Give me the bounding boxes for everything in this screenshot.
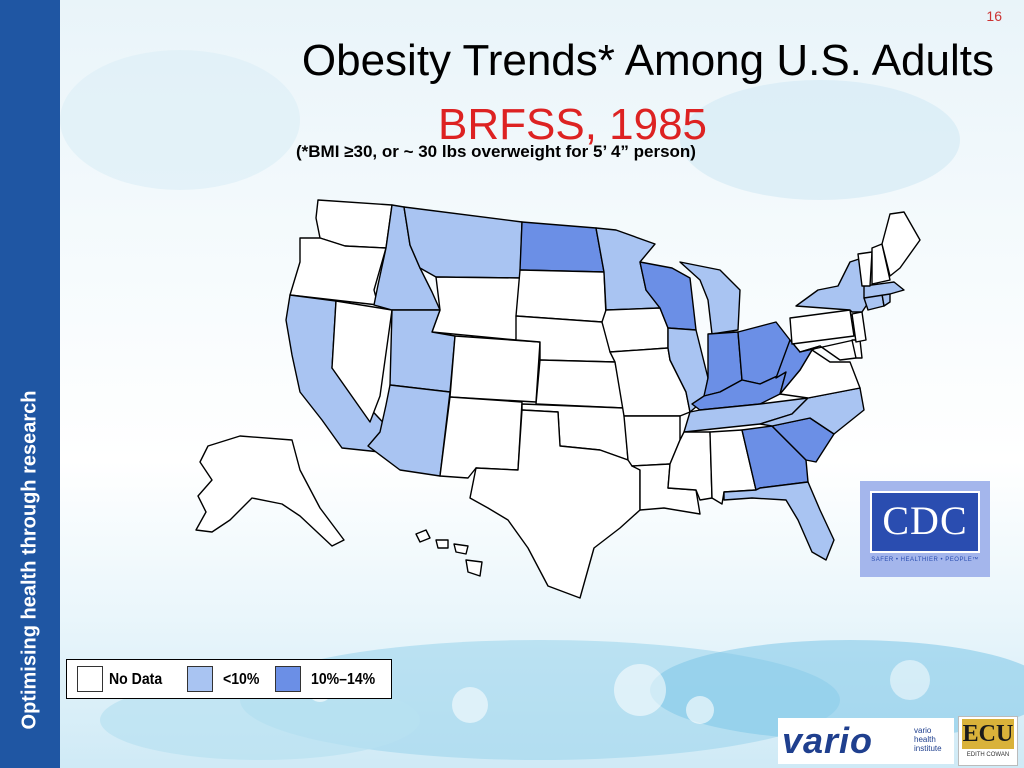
state-md [799, 339, 857, 361]
state-nd [519, 221, 605, 273]
state-pa [789, 309, 855, 345]
slide-title: Obesity Trends* Among U.S. Adults [301, 36, 994, 85]
state-nm [439, 396, 523, 479]
state-fl [723, 481, 835, 561]
legend-swatch [275, 666, 301, 692]
state-az [367, 384, 451, 477]
state-nj [851, 311, 867, 343]
state-ks [535, 359, 625, 409]
vario-logo: vario vario health institute [778, 718, 954, 764]
state-ia [601, 307, 669, 353]
state-sd [515, 269, 607, 323]
us-obesity-map [195, 199, 921, 599]
state-ma [863, 281, 905, 299]
slide-subtitle: BRFSS, 1985 [438, 100, 708, 149]
state-hi [415, 529, 483, 577]
state-mt [403, 206, 523, 279]
state-me [881, 211, 921, 277]
cdc-logo-text: CDC [882, 498, 968, 543]
ecu-logo: ECU EDITH COWAN [958, 716, 1018, 766]
cdc-logo: CDC SAFER • HEALTHIER • PEOPLE™ [860, 481, 990, 577]
map-legend: No Data <10% 10%–14% [66, 659, 392, 699]
state-co [449, 335, 541, 403]
state-ri [881, 293, 891, 307]
state-nv [331, 300, 393, 423]
sidebar: Optimising health through research [0, 0, 60, 768]
ecu-logo-subtext: EDITH COWAN [966, 752, 1010, 758]
slide-number: 16 [986, 8, 1002, 24]
state-wy [431, 276, 521, 341]
legend-swatch [187, 666, 213, 692]
cdc-tagline: SAFER • HEALTHIER • PEOPLE™ [871, 557, 979, 563]
state-vt [857, 251, 873, 287]
ecu-logo-text: ECU [962, 719, 1014, 749]
legend-label: 10%–14% [311, 671, 376, 688]
state-ak [195, 435, 345, 547]
state-nc [759, 387, 865, 435]
sidebar-slogan: Optimising health through research [18, 390, 41, 730]
bmi-footnote: (*BMI ≥30, or ~ 30 lbs overweight for 5’… [296, 142, 696, 161]
state-or [289, 237, 387, 306]
vario-logo-subtext: vario health institute [914, 726, 942, 753]
legend-label: <10% [223, 671, 260, 688]
state-mi [679, 261, 741, 335]
state-nh [871, 243, 891, 285]
vario-logo-text: vario [782, 720, 874, 761]
legend-swatch [77, 666, 103, 692]
legend-label: No Data [109, 671, 163, 688]
state-tx [469, 409, 641, 599]
